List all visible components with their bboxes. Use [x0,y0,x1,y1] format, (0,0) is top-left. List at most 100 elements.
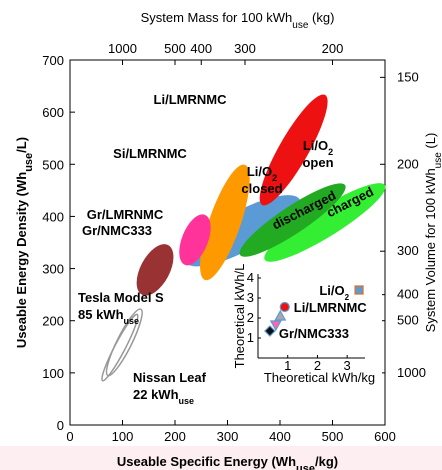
region-label: Si/LMRNMC [113,146,187,161]
region-label-part: closed [241,181,282,196]
annotation: open [302,155,333,170]
y-tick-label: 700 [42,53,64,68]
inset-y-tick-label: 1 [247,330,254,345]
x2-tick-label: 500 [164,41,186,56]
y2-axis-title-part: use [433,152,442,169]
annotation-part: 2 [328,147,333,157]
inset-y-tick-label: 2 [247,310,254,325]
region-label: Tesla Model S [78,290,164,305]
y2-axis-title-part: System Volume for 100 kWh [423,168,438,332]
region-label: Li/LMRNMC [154,92,228,107]
region-label: 85 kWhuse [78,307,139,326]
y2-axis-title-part: (L) [423,133,438,153]
background-band [0,446,442,470]
y2-tick-label: 300 [397,243,419,258]
y-tick-label: 400 [42,209,64,224]
x-tick-label: 100 [112,429,134,444]
inset-x-title: Theoretical kWh/kg [264,370,375,385]
y-axis-title: Useable Energy Density (Whuse/L) [14,137,35,348]
inset-point [264,325,276,337]
inset-y-tick-label: 3 [247,290,254,305]
x2-tick-label: 300 [234,41,256,56]
region-label: Gr/NMC333 [82,223,152,238]
inset-y-title: Theoretical kWh/L [232,264,247,369]
x2-axis-title-part: System Mass for 100 kWh [141,10,293,25]
x2-tick-label: 200 [322,41,344,56]
y-tick-label: 500 [42,157,64,172]
y2-axis-title: System Volume for 100 kWhuse (L) [423,133,442,333]
region-label: 22 kWhuse [133,387,194,406]
x2-axis-title-part: (kg) [308,10,334,25]
x2-axis-title-part: use [292,20,309,31]
region-label-part: Nissan Leaf [133,370,207,385]
x-axis-title-part: /kg) [315,454,338,469]
region-label: Nissan Leaf [133,370,207,385]
x-tick-label: 600 [374,429,396,444]
inset-point [279,301,290,313]
inset-point-label-part: Li/O [319,283,344,298]
x2-tick-label: 1000 [108,41,137,56]
region-label-part: use [179,396,195,406]
inset-x-tick-label: 2 [314,358,321,373]
inset-point-label-part: Gr/NMC333 [279,326,349,341]
y-axis-title-part: /L) [14,137,29,153]
x-tick-label: 0 [66,429,73,444]
region-label-part: 22 kWh [133,387,179,402]
x-axis-title-part: use [296,463,315,470]
inset-y-tick-label: 4 [247,270,254,285]
region-label-part: Gr/NMC333 [82,223,152,238]
region [259,94,328,206]
x-tick-label: 300 [217,429,239,444]
region [136,244,174,296]
inset-x-tick-label: 3 [344,358,351,373]
region-label-part: 85 kWh [78,307,124,322]
region-label-part: Si/LMRNMC [113,146,187,161]
inset-x-tick-label: 1 [284,358,291,373]
inset-point-label-part: Li/LMRNMC [294,300,368,315]
inset-point-label-part: 2 [345,293,350,302]
y-axis-title-part: use [23,153,35,172]
region-label-part: Li/LMRNMC [154,92,228,107]
inset-point [269,320,282,332]
y-tick-label: 0 [57,418,64,433]
y-axis-title-part: Useable Energy Density (Wh [14,172,29,348]
x2-axis-title: System Mass for 100 kWhuse (kg) [141,10,335,31]
region-label-part: use [124,316,140,326]
x-tick-label: 200 [164,429,186,444]
annotation-part: Li/O [303,138,328,153]
y2-tick-label: 400 [397,287,419,302]
inset-background [236,262,382,394]
region-label-part: Tesla Model S [78,290,164,305]
inset-point [354,285,364,295]
x2-tick-label: 400 [190,41,212,56]
annotation-part: open [302,155,333,170]
annotation: Li/O2 [303,138,333,157]
region-label: Li/O2 [247,164,277,183]
region-label: closed [241,181,282,196]
region-label: Gr/LMRNMC [87,207,164,222]
region [179,214,211,266]
y2-tick-label: 500 [397,313,419,328]
inset-point [274,309,287,321]
y-tick-label: 200 [42,314,64,329]
x-axis-title: Useable Specific Energy (Whuse/kg) [117,454,338,470]
inset-point-label: Li/LMRNMC [294,300,368,315]
y-tick-label: 600 [42,105,64,120]
region [264,183,386,262]
y-tick-label: 300 [42,262,64,277]
y2-tick-label: 150 [397,69,419,84]
region [239,183,346,257]
y2-tick-label: 200 [397,156,419,171]
region-label-part: Gr/LMRNMC [87,207,164,222]
x-tick-label: 500 [322,429,344,444]
region-label-part: Li/O [247,164,272,179]
region [200,164,250,281]
inset-point-label: Gr/NMC333 [279,326,349,341]
region-label-part: 2 [272,173,277,183]
y-tick-label: 100 [42,366,64,381]
region [101,313,139,382]
y2-tick-label: 1000 [397,365,426,380]
x-tick-label: 400 [269,429,291,444]
inset-point-label: Li/O2 [319,283,349,302]
